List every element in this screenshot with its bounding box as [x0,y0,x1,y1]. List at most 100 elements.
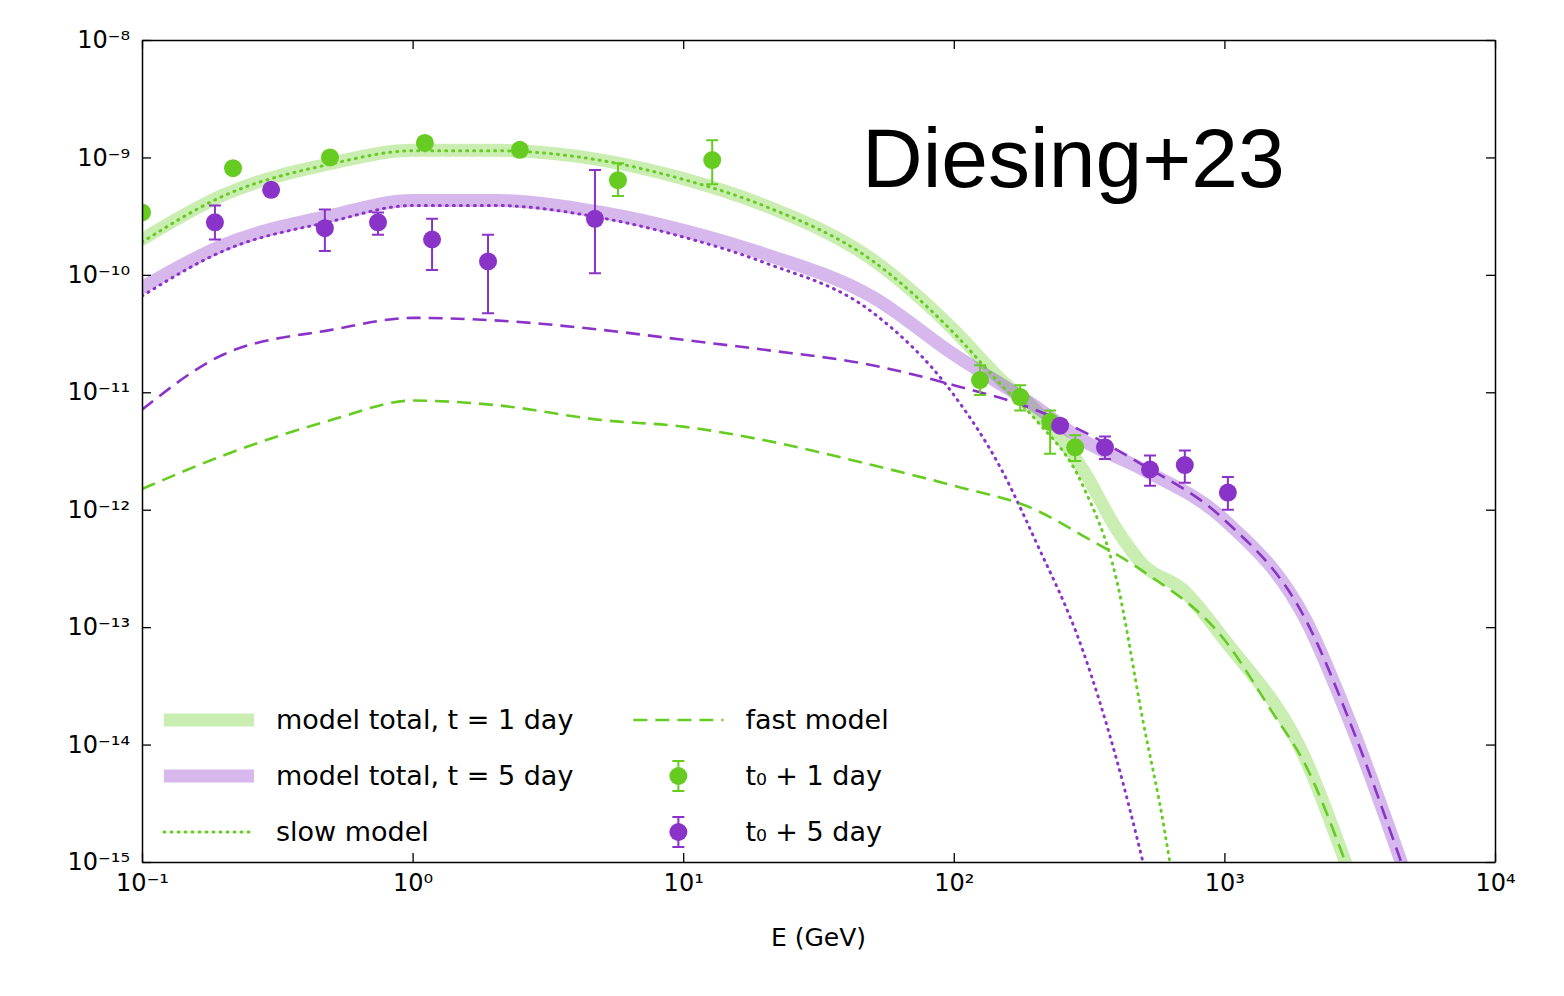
tick [1486,275,1495,276]
legend-label: t₀ + 5 day [745,816,882,847]
legend-label: slow model [276,816,429,847]
model-line [142,151,1174,862]
data-point [206,213,224,231]
legend-item: slow model [164,816,429,847]
tick: 10⁻⁸ [77,26,151,54]
tick-label: 10² [934,869,974,897]
data-point [416,134,434,152]
tick-mark [1224,853,1225,862]
tick-mark [1486,275,1495,276]
data-point [316,219,334,237]
tick-mark [142,744,151,745]
data-point [142,203,151,221]
tick: 10⁻¹¹ [68,378,151,406]
legend-item: fast model [633,704,888,735]
legend-swatch [164,714,254,727]
legend-label: model total, t = 1 day [276,704,573,735]
tick-label: 10⁻¹⁰ [68,261,130,289]
tick-mark [142,510,151,511]
model-band [142,150,1345,862]
tick [413,40,414,49]
legend-swatch [164,831,254,834]
legend-swatch [669,823,687,841]
data-point [1176,456,1194,474]
model-line [142,318,1401,862]
tick-label: 10⁻¹⁵ [68,848,130,876]
legend: model total, t = 1 day model total, t = 5… [164,704,889,847]
x-axis: 10⁻¹10⁰10¹10²10³10⁴ [116,853,1516,897]
chart-svg: 10⁻¹10⁰10¹10²10³10⁴10⁻¹⁵10⁻¹⁴10⁻¹³10⁻¹²1… [0,0,1564,996]
tick-mark [142,392,151,393]
tick [683,40,684,49]
tick: 10⁰ [393,853,433,897]
legend-label: model total, t = 5 day [276,760,573,791]
data-point [423,231,441,249]
data-point [479,252,497,270]
y-axis: 10⁻¹⁵ 10⁻¹⁴ 10⁻¹³ 10⁻¹² 10⁻¹¹ 10⁻¹⁰ 10⁻⁹ 10⁻⁸ [68,26,151,876]
data-point [369,213,387,231]
legend-swatch [164,770,254,783]
axis-line [143,862,1496,864]
tick-mark [142,275,151,276]
tick-label: 10⁻⁹ [77,144,130,172]
tick-mark [683,853,684,862]
data-point [1011,388,1029,406]
data-point [1141,461,1159,479]
axis-line [142,41,144,863]
data-point [971,371,989,389]
tick-label: 10⁻¹⁴ [68,731,130,759]
error-bar [482,235,494,314]
data-point [321,148,339,166]
tick: 10⁻¹² [68,496,151,524]
data-point [1051,417,1069,435]
data-point [1219,484,1237,502]
tick: 10⁻¹⁵ [68,848,151,876]
plot-area [142,134,1401,862]
axis-line [143,40,1496,42]
tick-mark [1486,40,1495,41]
tick-mark [1486,744,1495,745]
y-axis-right [1486,41,1496,863]
tick-mark [142,862,151,863]
legend-item: model total, t = 5 day [164,760,573,791]
tick-mark [954,853,955,862]
tick-mark [954,40,955,49]
tick-mark [683,40,684,49]
x-axis-title: E (GeV) [771,923,866,952]
tick: 10⁻¹⁰ [68,261,151,289]
model-line [142,401,1345,862]
tick: 10² [934,853,974,897]
tick-mark [142,627,151,628]
tick-label: 10¹ [664,869,704,897]
data-point [224,159,242,177]
tick-label: 10⁻¹¹ [68,378,130,406]
annotation: Diesing+23 [862,111,1285,205]
legend-label: t₀ + 1 day [745,760,882,791]
tick: 10⁻¹⁴ [68,731,151,759]
chart-root: 10⁻¹10⁰10¹10²10³10⁴10⁻¹⁵10⁻¹⁴10⁻¹³10⁻¹²1… [0,0,1564,996]
tick-mark [1486,392,1495,393]
scatter-series [206,170,1237,510]
tick [1486,745,1495,746]
tick [1486,392,1495,393]
tick-mark [1224,40,1225,49]
tick [1486,627,1495,628]
tick-mark [142,40,151,41]
legend-swatch [669,767,687,785]
tick-label: 10⁴ [1475,869,1515,897]
data-point [1066,438,1084,456]
tick: 10⁻¹³ [68,613,151,641]
tick [1486,510,1495,511]
data-point [511,141,529,159]
legend-label: fast model [745,704,888,735]
tick-label: 10⁻¹³ [68,613,130,641]
legend-swatch [633,719,723,722]
tick: 10¹ [664,853,704,897]
data-point [609,171,627,189]
x-axis-top [143,40,1496,49]
tick: 10⁻⁹ [77,144,151,172]
model-line [142,205,1154,862]
tick-mark [412,40,413,49]
tick-mark [412,853,413,862]
data-point [586,210,604,228]
